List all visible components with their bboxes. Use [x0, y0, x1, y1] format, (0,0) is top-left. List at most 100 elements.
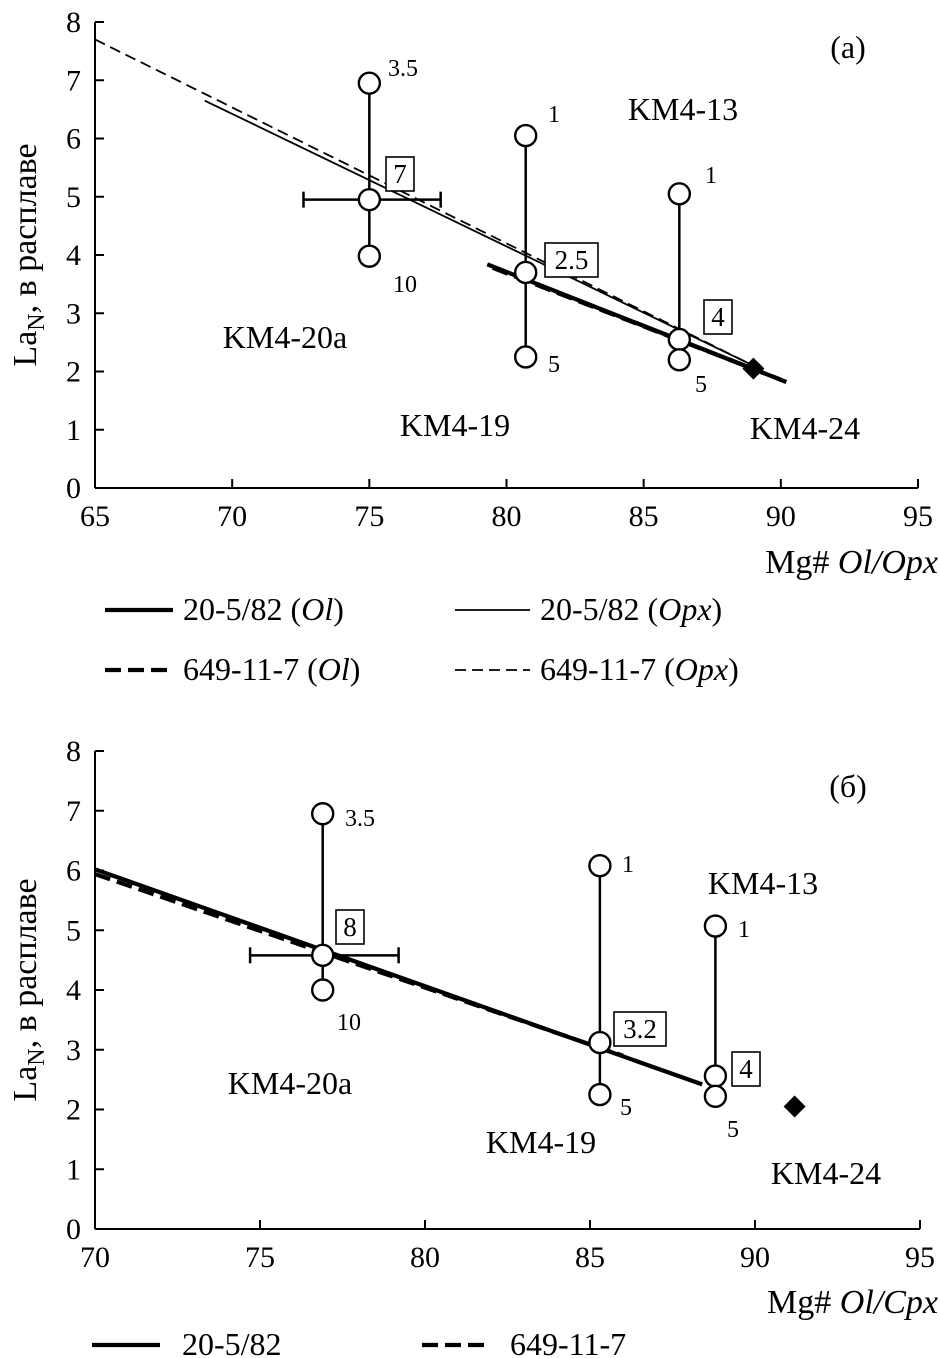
x-tick-label: 70: [217, 500, 247, 533]
y-tick-label: 0: [66, 1213, 81, 1246]
point-label: 10: [337, 1010, 361, 1036]
legend-label-italic: Opx: [658, 591, 711, 627]
x-tick-label: 85: [575, 1241, 605, 1274]
legend-label-close: ): [728, 651, 739, 687]
data-point: [703, 1064, 728, 1088]
legend-label-close: ): [712, 591, 723, 627]
boxed-label-frame: [385, 156, 415, 192]
data-point: [311, 802, 335, 826]
legend-label-text: 20-5/82 (: [183, 591, 301, 627]
data-point: [703, 914, 728, 938]
boxed-label-frame: [731, 1051, 761, 1087]
point-label: 3.5: [388, 56, 418, 82]
legend-label: 20-5/82: [182, 1326, 282, 1358]
point-label: 5: [727, 1117, 739, 1143]
boxed-label-frame: [703, 299, 733, 335]
legend-label: 20-5/82 (Ol): [183, 591, 344, 627]
point-label-boxed: 4: [739, 1054, 753, 1084]
reference-label: KM4-24: [750, 410, 860, 446]
y-tick-label: 7: [66, 64, 81, 97]
x-tick-label: 65: [80, 500, 110, 533]
reference-diamond: [742, 357, 765, 380]
point-label-boxed: 3.2: [623, 1014, 657, 1044]
series-line-1: [94, 867, 703, 1087]
panel-label: (a): [830, 29, 866, 65]
x-tick-label: 80: [492, 500, 522, 533]
x-axis-label: Mg# Ol/Cpx: [767, 1284, 938, 1321]
point-label: 1: [705, 163, 717, 189]
x-axis-label-main: Mg#: [765, 544, 838, 581]
reference-label: KM4-24: [771, 1155, 881, 1191]
x-tick-label: 75: [245, 1241, 275, 1274]
legend-label-italic: Opx: [675, 651, 728, 687]
y-axis-label-rest: , в расплаве: [7, 143, 44, 313]
y-tick-label: 2: [66, 356, 81, 389]
x-axis-label-main: Mg#: [767, 1284, 840, 1321]
sample-label: KM4-13: [708, 865, 818, 901]
series-line-4: [94, 38, 754, 367]
x-tick-label: 90: [766, 500, 796, 533]
y-tick-label: 5: [66, 181, 81, 214]
x-tick-label: 80: [410, 1241, 440, 1274]
y-axis-label: LaN, в расплаве: [7, 143, 50, 366]
y-axis-label: LaN, в расплаве: [7, 878, 50, 1101]
y-axis-label-main: La: [7, 331, 44, 367]
point-label: 5: [548, 352, 560, 378]
data-point: [667, 348, 692, 372]
series-line-2: [94, 872, 624, 1058]
legend-label: 20-5/82 (Opx): [540, 591, 722, 627]
y-tick-label: 3: [66, 1034, 81, 1067]
point-label: 3.5: [345, 806, 375, 832]
legend: 20-5/82 649-11-7: [92, 1326, 626, 1358]
x-axis-label-italic: Ol/Cpx: [840, 1284, 938, 1321]
reference-diamond: [783, 1095, 806, 1118]
data-point: [588, 1082, 612, 1107]
x-tick-label: 85: [629, 500, 659, 533]
y-tick-label: 5: [66, 914, 81, 947]
y-axis-label-sub: N: [24, 1048, 50, 1065]
boxed-label-frame: [544, 242, 599, 278]
data-point: [514, 345, 538, 369]
x-axis-label-italic: Ol/Opx: [838, 544, 938, 581]
data-point: [588, 1030, 612, 1055]
data-point: [311, 978, 335, 1002]
x-tick-label: 90: [740, 1241, 770, 1274]
x-axis-label: Mg# Ol/Opx: [765, 544, 938, 581]
point-label: 10: [393, 272, 417, 298]
y-tick-label: 8: [66, 735, 81, 768]
data-point: [703, 1084, 728, 1109]
point-label: 1: [738, 917, 750, 943]
y-axis-label-sub: N: [24, 313, 50, 330]
sample-label: KM4-20a: [223, 319, 347, 355]
legend-label-text: 649-11-7: [510, 1326, 626, 1358]
point-label: 1: [548, 102, 560, 128]
y-tick-label: 1: [66, 1153, 81, 1186]
y-tick-label: 2: [66, 1094, 81, 1127]
panel-label: (б): [829, 768, 867, 804]
y-tick-label: 1: [66, 414, 81, 447]
legend-label-text: 649-11-7 (: [183, 651, 318, 687]
legend-label: 649-11-7 (Ol): [183, 651, 360, 687]
sample-label: KM4-19: [400, 407, 510, 443]
legend-label: 649-11-7: [510, 1326, 626, 1358]
y-axis-label-main: La: [7, 1066, 44, 1102]
data-point: [667, 327, 692, 352]
point-label: 1: [622, 852, 634, 878]
point-label: 5: [695, 372, 707, 398]
data-point: [514, 123, 538, 148]
legend-label-close: ): [333, 591, 344, 627]
legend-label-text: 649-11-7 (: [540, 651, 675, 687]
x-tick-label: 95: [903, 500, 933, 533]
legend-label: 649-11-7 (Opx): [540, 651, 739, 687]
data-point: [311, 943, 335, 968]
data-point: [514, 260, 538, 285]
point-label-boxed: 2.5: [555, 245, 589, 275]
point-label-boxed: 8: [343, 912, 357, 942]
legend-label-text: 20-5/82: [182, 1326, 282, 1358]
y-tick-label: 4: [66, 239, 81, 272]
y-tick-label: 6: [66, 855, 81, 888]
y-tick-label: 0: [66, 472, 81, 505]
